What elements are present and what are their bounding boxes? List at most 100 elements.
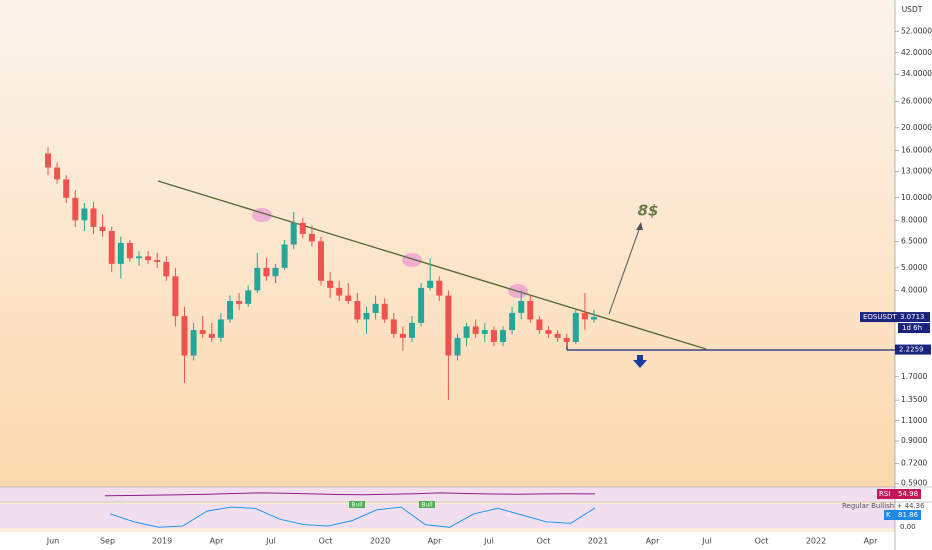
candle-body	[363, 312, 370, 320]
x-tick-label: Apr	[428, 537, 443, 546]
divergence-legend: Regular Bullish + 44.36	[842, 502, 925, 510]
candle-body	[263, 267, 270, 277]
bull-tag	[349, 501, 365, 508]
countdown-tag	[898, 323, 930, 334]
x-tick-label: Jul	[483, 537, 494, 546]
candle-body	[136, 256, 142, 259]
candle-body	[500, 330, 506, 342]
time-axis	[0, 532, 895, 550]
candle-body	[81, 208, 88, 221]
candle-body	[108, 231, 115, 264]
stoch-line	[109, 506, 596, 528]
candle-body	[509, 312, 516, 331]
y-tick-label: 4.0000	[901, 285, 927, 294]
candle-body	[145, 256, 152, 261]
candle-body	[563, 337, 570, 342]
candle-body	[472, 326, 479, 334]
candle-body	[545, 330, 552, 334]
stoch-pane	[0, 504, 895, 528]
x-tick-label: Apr	[210, 537, 225, 546]
candle-body	[554, 333, 561, 338]
candle-body	[190, 330, 197, 356]
target-arrow	[608, 223, 642, 315]
stoch-tag	[884, 510, 895, 520]
candle-body	[254, 267, 261, 291]
candle-body	[581, 312, 588, 320]
y-tick-label: 0.5900	[901, 479, 927, 488]
target-annotation: 8$	[638, 202, 659, 220]
x-tick-label: Jun	[46, 537, 60, 546]
candle-body	[63, 179, 70, 198]
stoch-value-tag	[895, 510, 921, 520]
candle-body	[336, 287, 343, 296]
y-tick-label: 0.9000	[901, 436, 927, 445]
x-tick-label: Apr	[646, 537, 661, 546]
candle-body	[126, 242, 133, 259]
x-tick-label: 2021	[588, 537, 608, 546]
x-tick-label: Oct	[537, 537, 551, 546]
stoch-name: K	[886, 511, 891, 519]
y-tick-label: 52.0000	[901, 26, 932, 35]
candle-body	[308, 233, 315, 242]
x-tick-label: Oct	[755, 537, 769, 546]
x-tick-label: Jul	[265, 537, 276, 546]
candle-body	[445, 295, 452, 356]
candle-body	[399, 333, 406, 338]
candle-body	[163, 261, 170, 277]
rsi-tag	[877, 489, 895, 499]
countdown-label: 1d 6h	[902, 324, 922, 332]
candle-body	[427, 280, 434, 288]
candle-body	[354, 301, 361, 320]
candle-body	[372, 303, 379, 313]
x-tick-label: 2019	[152, 537, 172, 546]
trendline	[157, 180, 707, 350]
x-tick-label: 2022	[806, 537, 826, 546]
candle-body	[281, 244, 288, 268]
candle-body	[527, 301, 534, 320]
candle-body	[154, 260, 161, 262]
y-tick-label: 13.0000	[901, 166, 932, 175]
candle-body	[572, 312, 579, 342]
peak-highlight	[402, 253, 422, 267]
y-tick-label: 26.0000	[901, 96, 932, 105]
candle-body	[327, 280, 334, 288]
candle-body	[54, 167, 61, 180]
candle-body	[99, 226, 106, 232]
y-tick-label: 10.0000	[901, 193, 932, 202]
y-tick-label: 1.1000	[901, 416, 927, 425]
currency-label: USDT	[902, 5, 923, 14]
rsi-pane	[0, 487, 895, 501]
candle-body	[490, 330, 497, 342]
price-label: 3.0713	[900, 313, 925, 321]
y-tick-label: 5.0000	[901, 263, 927, 272]
candle-body	[409, 322, 415, 338]
candle-body	[90, 208, 97, 227]
candle-body	[117, 242, 124, 264]
y-tick-label: 8.0000	[901, 215, 927, 224]
price-tag	[860, 312, 930, 323]
candle-body	[245, 290, 252, 304]
candle-body	[45, 153, 51, 168]
candle-body	[208, 333, 215, 338]
x-tick-label: Sep	[100, 537, 115, 546]
y-tick-label: 34.0000	[901, 69, 932, 78]
rsi-name: RSI	[879, 490, 890, 498]
candle-body	[236, 301, 243, 304]
candle-body	[536, 319, 543, 331]
candle-body	[390, 319, 397, 334]
candle-body	[227, 301, 233, 320]
support-tag	[895, 344, 931, 355]
support-price: 2.2259	[899, 346, 924, 354]
candle-body	[299, 222, 306, 234]
stoch-value: 81.86	[898, 511, 919, 519]
rsi-value: 54.98	[898, 490, 918, 498]
rsi-line	[104, 492, 596, 497]
candle-body	[591, 317, 597, 320]
candle-body	[318, 241, 324, 281]
arrow-head	[636, 222, 643, 230]
down-arrow	[633, 355, 647, 368]
x-tick-label: Apr	[864, 537, 879, 546]
price-axis	[895, 0, 932, 550]
candle-body	[217, 319, 224, 338]
